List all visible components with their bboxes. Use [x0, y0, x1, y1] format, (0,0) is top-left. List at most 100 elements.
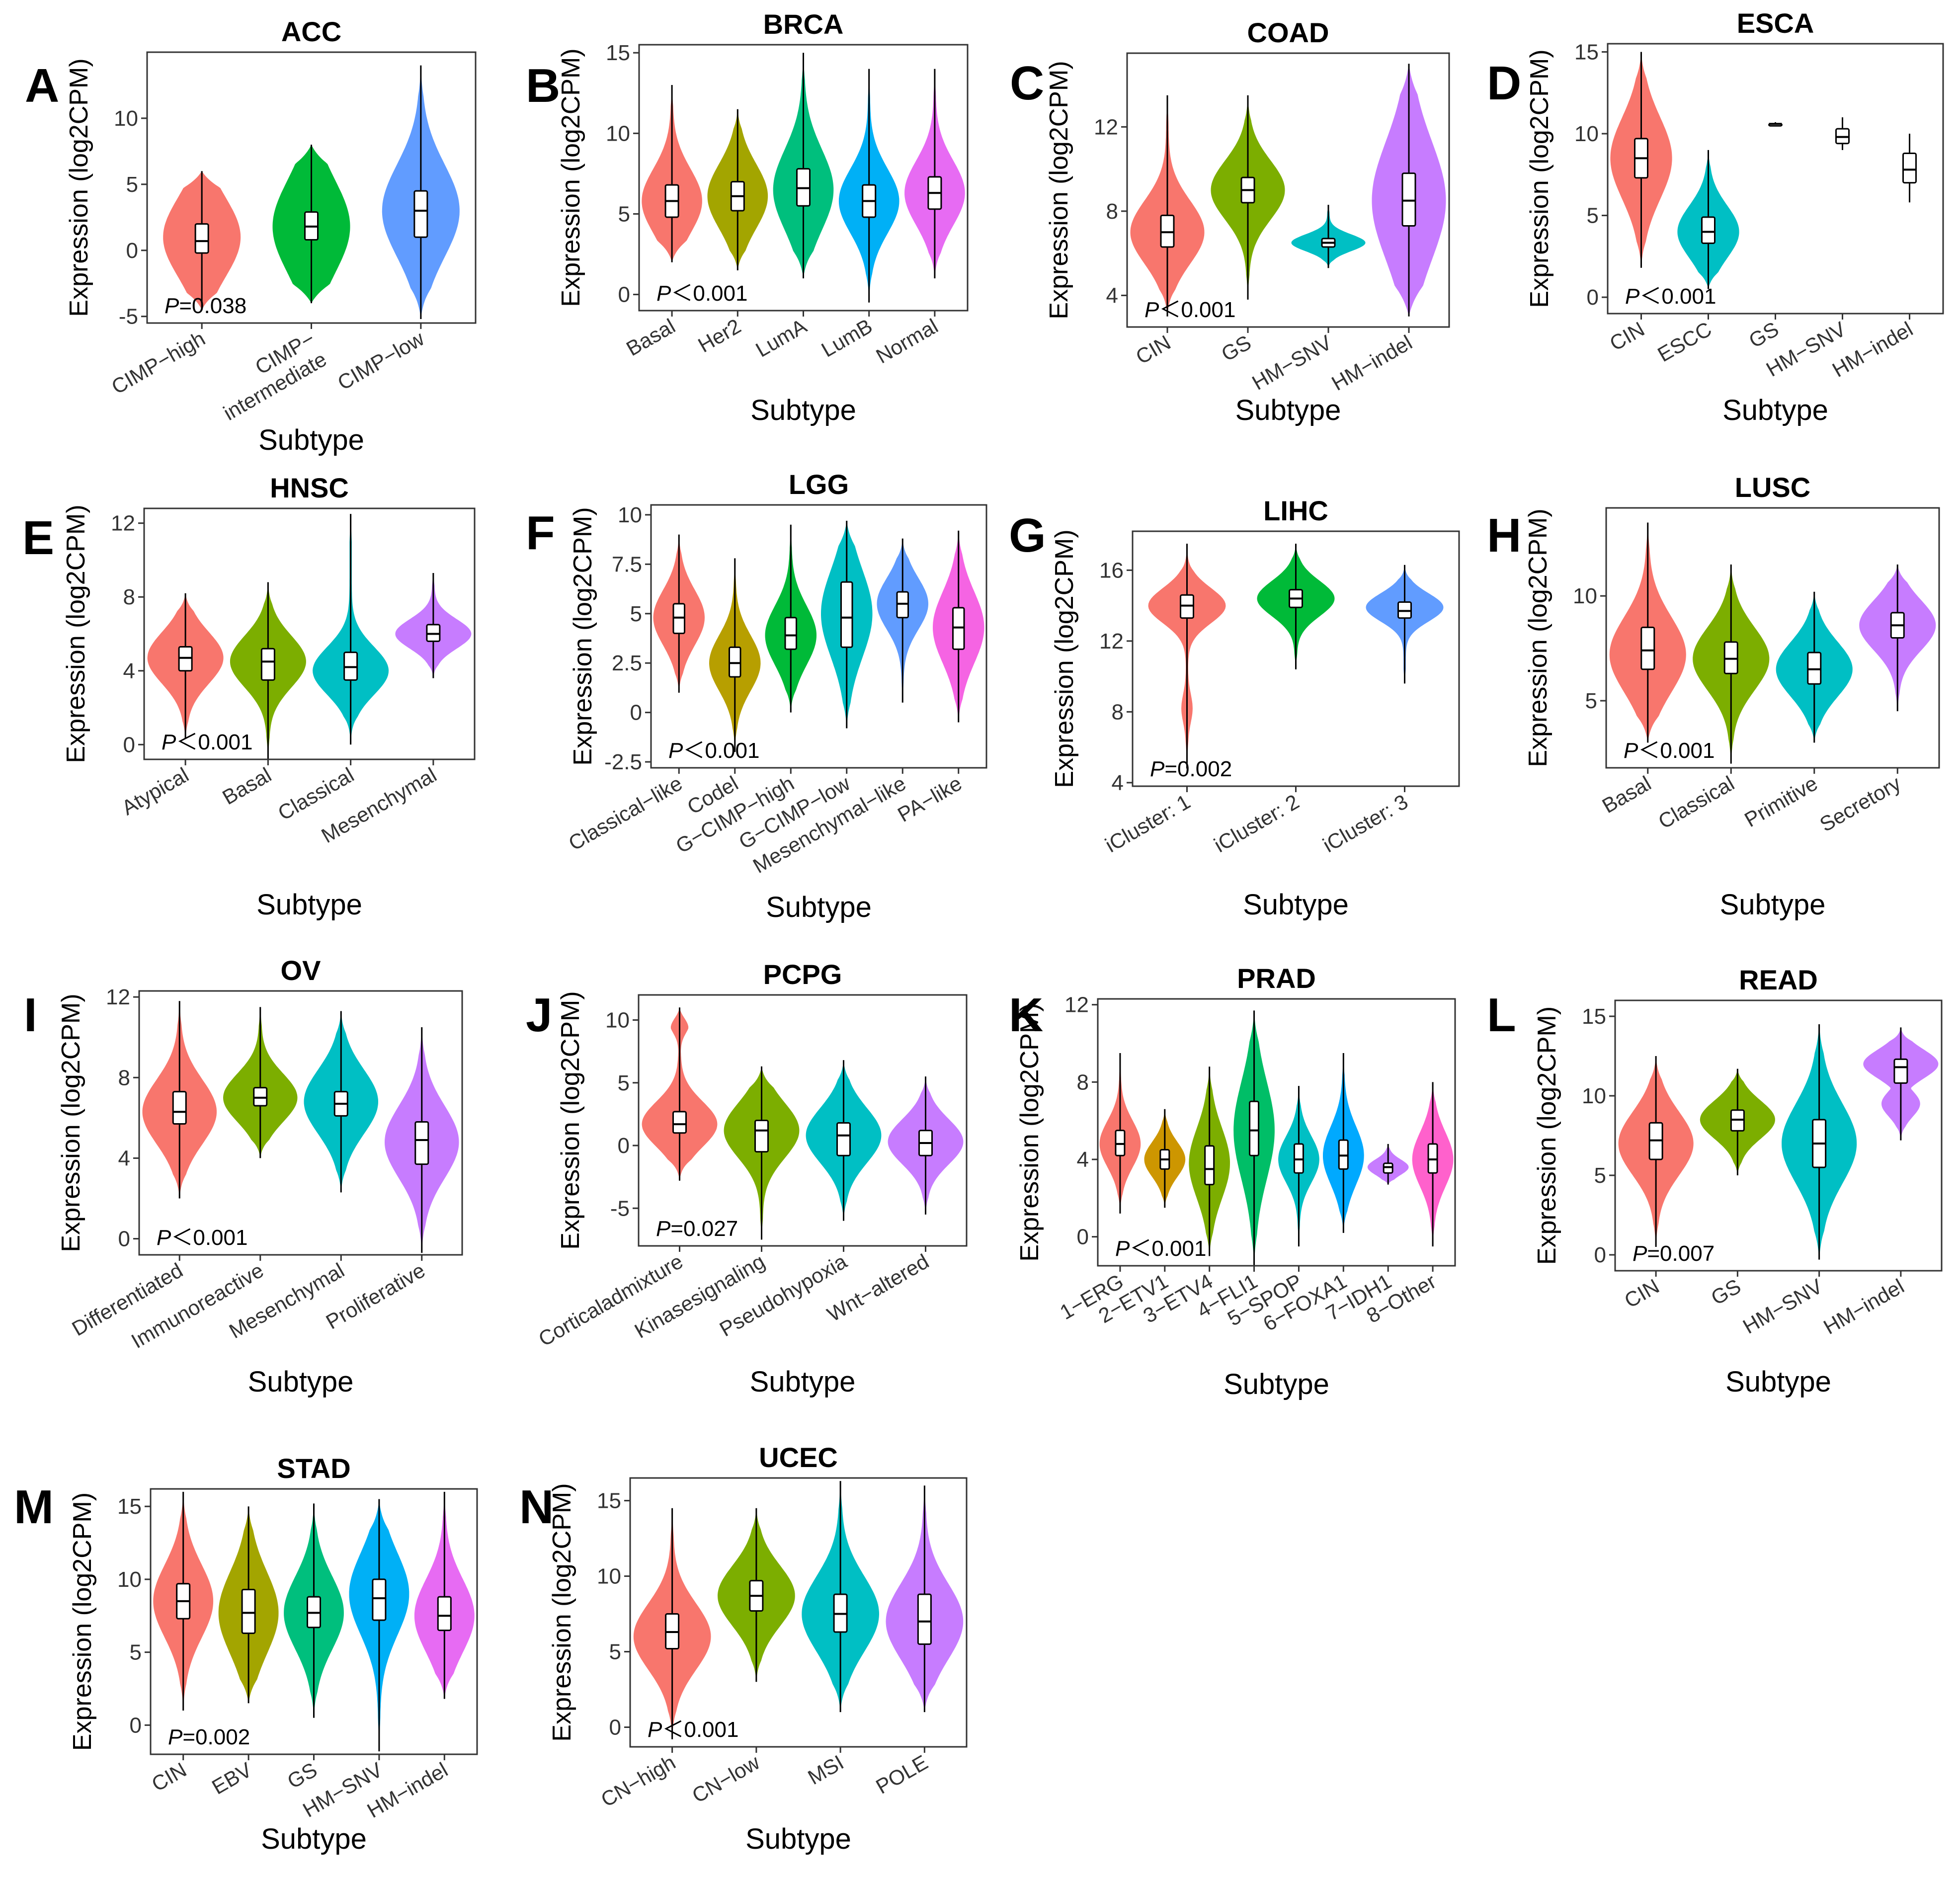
panel-letter: A [25, 59, 59, 112]
p-value: P＜0.001 [1624, 738, 1715, 763]
panel-d: D ESCA 0 5 10 15 Expression (log2CPM) CIN ESCC GS… [1487, 7, 1944, 426]
panel-title: ESCA [1737, 7, 1814, 39]
plot-frame [650, 504, 987, 769]
p-value: P＜0.001 [1625, 284, 1716, 309]
x-axis-label: Subtype [1243, 889, 1349, 921]
y-tick-label: 2.5 [612, 651, 642, 675]
box-2 [1723, 641, 1738, 674]
p-value: P＜0.001 [1144, 298, 1235, 322]
panel-letter: N [519, 1480, 554, 1534]
panel-n: N UCEC 0 5 10 15 Expression (log2CPM) CN−high CN… [519, 1442, 968, 1855]
y-axis-label: Expression (log2CPM) [569, 507, 597, 765]
panel-title: PRAD [1237, 963, 1316, 994]
y-tick-label: 0 [618, 1134, 630, 1158]
panel-c: C COAD 4 8 12 Expression (log2CPM) CIN GSHM−SNV… [1010, 17, 1450, 426]
box-2 [1701, 216, 1715, 244]
panel-l: L READ 0 5 10 15 Expression (log2CPM) CIN GSHM−S… [1487, 964, 1943, 1398]
x-tick-label: GS [1745, 317, 1783, 352]
x-tick-label: Immunoreactive [127, 1258, 267, 1353]
y-tick-label: 15 [117, 1494, 142, 1519]
panel-title: PCPG [763, 959, 842, 990]
x-tick-label: EBV [208, 1758, 255, 1799]
y-axis-label: Expression (log2CPM) [1050, 529, 1079, 788]
y-tick-label: 5 [1587, 204, 1599, 228]
box-4 [840, 581, 853, 648]
panel-letter: K [1009, 988, 1043, 1042]
y-tick-label: 8 [118, 1065, 130, 1090]
y-tick-label: 5 [1585, 689, 1597, 713]
x-axis-label: Subtype [745, 1823, 851, 1855]
y-tick-label: 10 [1574, 122, 1599, 146]
p-value: P=0.027 [656, 1217, 738, 1241]
panel-letter: I [24, 988, 37, 1042]
p-value: P＜0.001 [157, 1226, 247, 1250]
x-tick-label: GS [283, 1758, 321, 1793]
plot-frame [1126, 52, 1450, 328]
panel-letter: D [1487, 57, 1521, 110]
x-tick-label: Classical [1654, 771, 1738, 833]
plot-frame [629, 1477, 968, 1748]
y-tick-label: 12 [106, 985, 130, 1009]
x-axis-label: Subtype [1722, 394, 1828, 426]
x-axis-label: Subtype [261, 1823, 367, 1855]
panel-e: E HNSC 0 4 8 12 Expression (log2CPM) Atypical Ba… [22, 472, 476, 921]
y-tick-label: -5 [119, 305, 138, 329]
panel-title: READ [1739, 964, 1818, 995]
x-tick-label: HM−SNV [1248, 330, 1335, 395]
p-value: P=0.002 [168, 1725, 250, 1749]
panel-letter: C [1010, 57, 1044, 110]
x-tick-label: CN−low [688, 1750, 764, 1807]
x-tick-label: CIN [1606, 317, 1648, 355]
x-axis-label: Subtype [258, 424, 364, 456]
y-tick-label: 0 [126, 239, 138, 263]
x-tick-label: Basal [218, 763, 275, 809]
p-value: P=0.038 [164, 294, 246, 318]
y-tick-label: 0 [123, 733, 135, 757]
x-tick-label: Basal [622, 314, 679, 360]
p-value: P=0.002 [1150, 757, 1232, 781]
y-tick-label: -5 [610, 1196, 630, 1221]
panel-j: J PCPG -5 0 5 10 Expression (log2CPM)Corticala… [526, 959, 968, 1398]
p-value: P＜0.001 [1115, 1236, 1206, 1261]
x-tick-label: HM−indel [1819, 1274, 1908, 1339]
x-tick-label: PA−like [894, 771, 966, 826]
y-tick-label: 4 [1077, 1147, 1089, 1172]
y-tick-label: 10 [605, 1008, 630, 1033]
y-tick-label: 15 [1574, 40, 1599, 64]
y-tick-label: 0 [630, 701, 642, 725]
panel-title: STAD [277, 1453, 350, 1484]
x-tick-label: CN−high [597, 1750, 679, 1811]
p-value: P=0.007 [1633, 1241, 1715, 1266]
y-tick-label: 4 [1106, 283, 1118, 308]
box-1 [194, 223, 209, 254]
y-tick-label: 5 [630, 602, 642, 626]
plot-frame [143, 507, 476, 760]
x-tick-label: iCluster: 1 [1101, 790, 1194, 857]
x-axis-label: Subtype [1720, 889, 1826, 921]
x-tick-label: CIN [1132, 330, 1174, 369]
plot-frame [1614, 999, 1943, 1272]
panel-title: COAD [1247, 17, 1329, 48]
y-axis-label: Expression (log2CPM) [1533, 1006, 1561, 1265]
x-tick-label: POLE [872, 1750, 932, 1799]
y-tick-label: 10 [606, 121, 630, 146]
box-4 [1893, 1058, 1908, 1084]
box-2 [754, 1120, 769, 1153]
box-1 [1160, 214, 1175, 248]
y-tick-label: 7.5 [612, 552, 642, 576]
y-tick-label: 0 [1594, 1243, 1606, 1267]
box-5 [437, 1596, 452, 1632]
panel-f: F LGG -2.5 0 2.5 5 7.5 10 Expression (log2CPM) Cl… [526, 469, 987, 923]
p-value: P＜0.001 [648, 1718, 738, 1742]
x-axis-label: Subtype [1725, 1366, 1831, 1398]
x-tick-label: CIMP−intermediate [207, 327, 330, 425]
x-axis-label: Subtype [256, 889, 362, 921]
x-tick-label: GS [1217, 330, 1255, 366]
y-tick-label: 5 [130, 1640, 142, 1665]
plot-frame [1097, 998, 1456, 1267]
y-tick-label: 8 [123, 585, 135, 609]
y-tick-label: 4 [118, 1146, 130, 1170]
box-3 [784, 617, 797, 650]
